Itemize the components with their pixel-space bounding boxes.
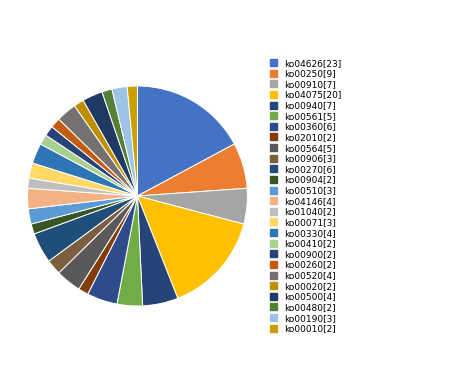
Wedge shape — [28, 178, 137, 196]
Wedge shape — [79, 196, 137, 294]
Wedge shape — [59, 196, 137, 289]
Wedge shape — [34, 196, 137, 261]
Wedge shape — [28, 196, 137, 224]
Wedge shape — [137, 144, 247, 196]
Wedge shape — [49, 196, 137, 273]
Wedge shape — [137, 196, 178, 306]
Wedge shape — [137, 86, 234, 196]
Wedge shape — [29, 163, 137, 196]
Wedge shape — [102, 89, 137, 196]
Wedge shape — [117, 196, 143, 306]
Wedge shape — [46, 127, 137, 196]
Wedge shape — [112, 87, 137, 196]
Wedge shape — [27, 188, 137, 209]
Wedge shape — [83, 92, 137, 196]
Wedge shape — [137, 196, 244, 298]
Wedge shape — [52, 119, 137, 196]
Wedge shape — [127, 86, 137, 196]
Wedge shape — [59, 106, 137, 196]
Wedge shape — [137, 188, 247, 224]
Wedge shape — [31, 196, 137, 234]
Wedge shape — [33, 144, 137, 196]
Wedge shape — [74, 100, 137, 196]
Legend: ko04626[23], ko00250[9], ko00910[7], ko04075[20], ko00940[7], ko00561[5], ko0036: ko04626[23], ko00250[9], ko00910[7], ko0… — [270, 59, 342, 333]
Wedge shape — [41, 135, 137, 196]
Wedge shape — [88, 196, 137, 304]
